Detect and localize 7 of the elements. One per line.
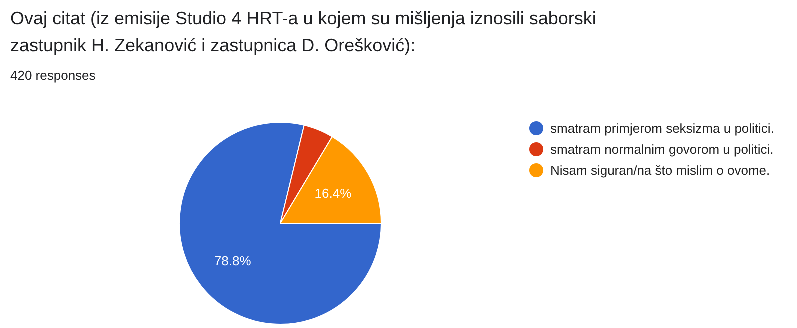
data-label: 16.4% (314, 186, 352, 202)
legend-label: smatram primjerom seksizma u politici. (550, 121, 774, 136)
chart-title: Ovaj citat (iz emisije Studio 4 HRT-a u kojem su mišljenja iznosili saborski zastupnik H. Zekanović i zastupnica D. Orešković): (10, 8, 596, 56)
legend-label: smatram normalnim govorom u politici. (550, 142, 774, 157)
legend-label: Nisam siguran/na što mislim o ovome. (550, 163, 770, 178)
data-label: 78.8% (214, 253, 252, 268)
text: 420 responses (10, 68, 96, 83)
